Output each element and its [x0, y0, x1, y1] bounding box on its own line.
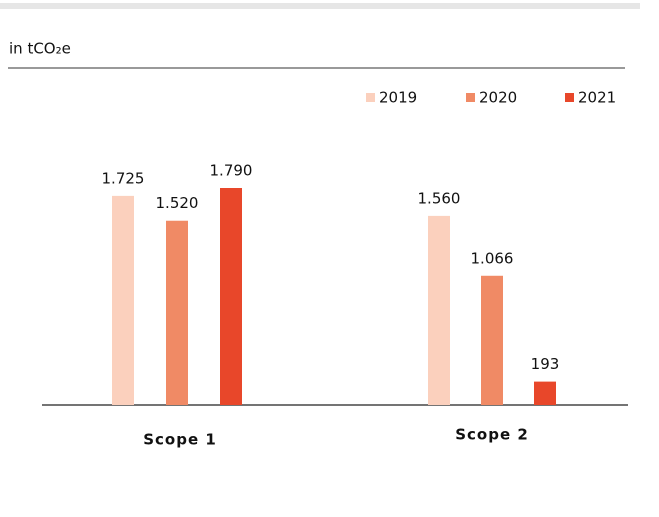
legend-swatch — [366, 93, 375, 102]
legend-swatch — [565, 93, 574, 102]
bar — [112, 195, 134, 405]
category-label: Scope 1 — [143, 431, 217, 449]
bar — [428, 215, 450, 405]
value-label: 193 — [531, 355, 560, 373]
value-label: 1.520 — [156, 194, 199, 212]
legend-label: 2021 — [578, 89, 616, 107]
top-bar — [0, 3, 640, 9]
category-label: Scope 2 — [455, 426, 529, 444]
value-label: 1.790 — [210, 162, 253, 180]
legend-label: 2019 — [379, 89, 417, 107]
bar — [534, 381, 556, 405]
value-label: 1.066 — [471, 249, 514, 267]
bar — [166, 220, 188, 405]
value-label: 1.560 — [418, 189, 461, 207]
bar — [481, 275, 503, 405]
bar — [220, 188, 242, 405]
legend-label: 2020 — [479, 89, 517, 107]
unit-label: in tCO₂e — [9, 40, 71, 58]
value-label: 1.725 — [102, 169, 145, 187]
legend-swatch — [466, 93, 475, 102]
